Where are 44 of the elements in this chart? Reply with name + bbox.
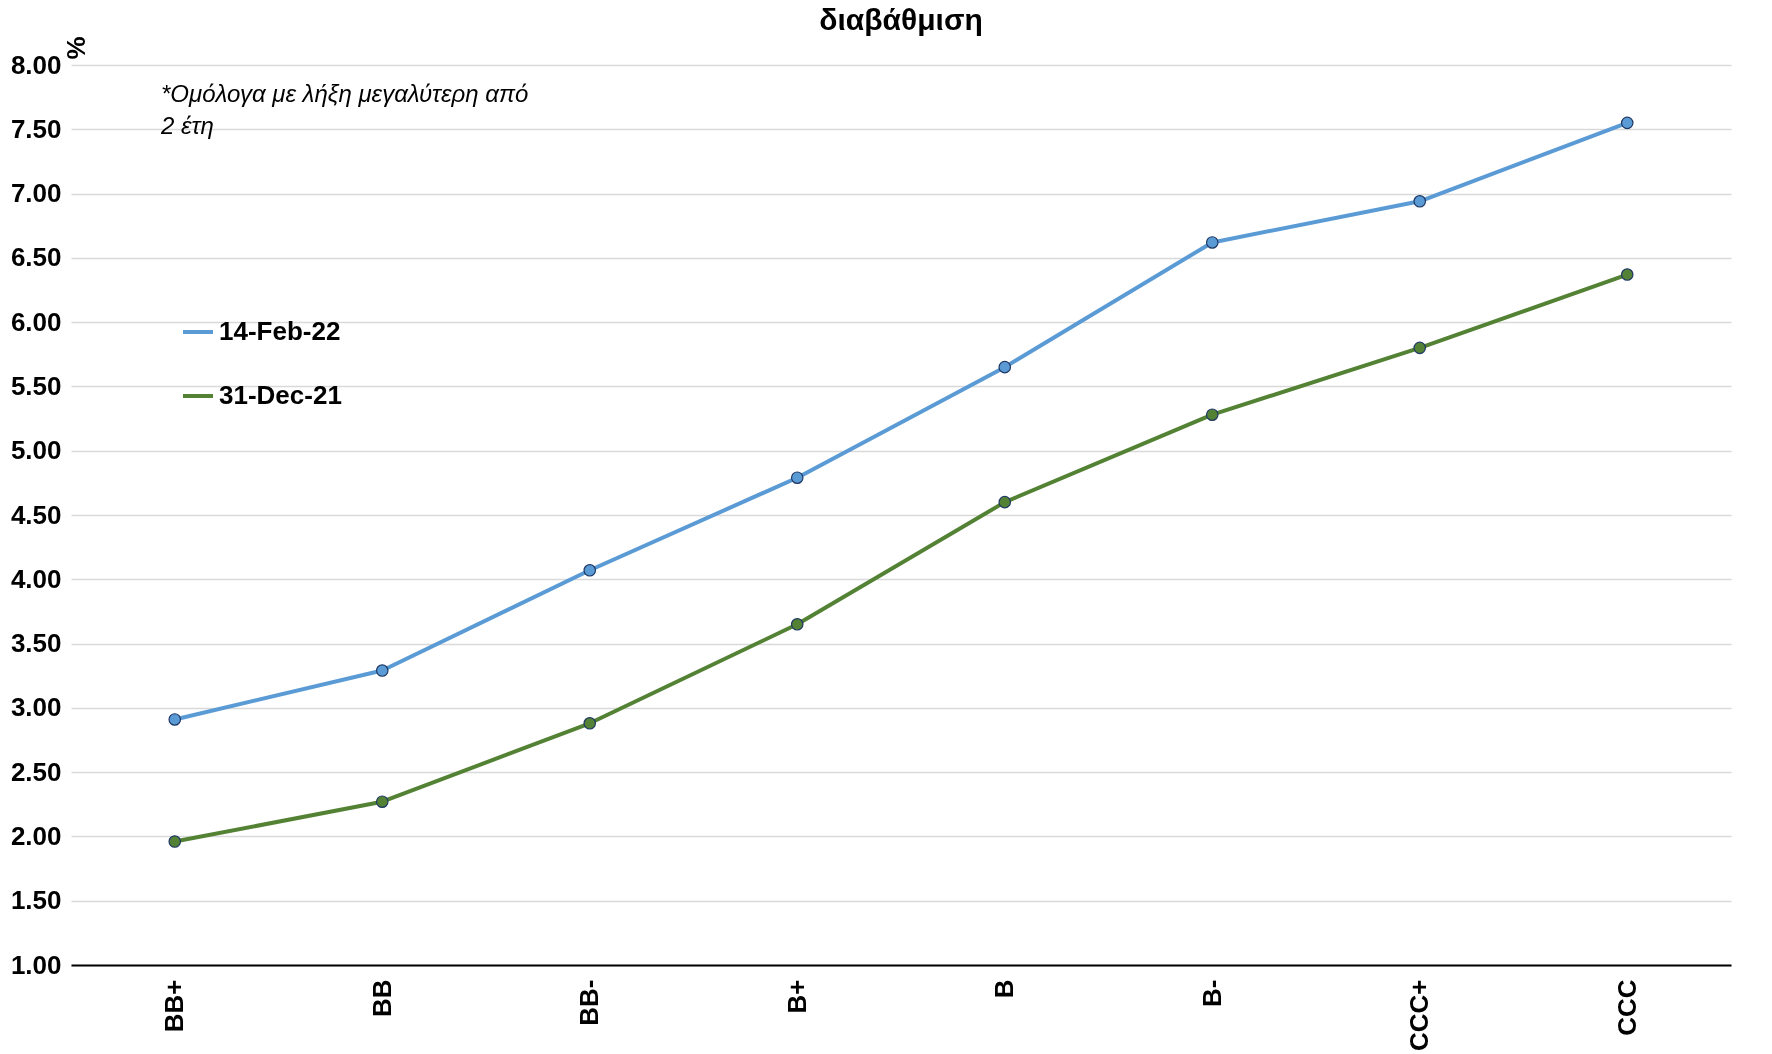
y-tick-label: 6.00 (10, 306, 62, 337)
point (790, 618, 804, 631)
point (583, 564, 597, 577)
x-tick-label: B- (1196, 979, 1227, 1007)
point (583, 717, 597, 730)
y-tick-label: 4.00 (10, 563, 62, 594)
y-tick-label: 8.00 (10, 49, 62, 80)
legend-label: 31-Dec-21 (219, 380, 342, 410)
point (998, 360, 1012, 374)
point (375, 664, 389, 677)
y-tick-label: 6.50 (10, 242, 62, 273)
x-tick-label: BB (366, 979, 397, 1018)
chart-title: διαβάθμιση (819, 2, 983, 36)
y-tick-label: 7.00 (10, 178, 62, 209)
point (998, 495, 1012, 509)
point (168, 835, 182, 848)
annotation: *Ομόλογα με λήξη μεγαλύτερη από 2 έτη (160, 80, 529, 139)
point (1205, 408, 1219, 421)
x-tick-label: CCC (1611, 979, 1642, 1036)
point (1620, 268, 1634, 281)
y-tick-label: 3.00 (10, 692, 62, 723)
y-tick-label: 1.00 (10, 949, 62, 980)
point (168, 713, 182, 726)
y-tick-label: 5.00 (10, 435, 62, 466)
x-tick-label: BB+ (159, 979, 190, 1033)
point (1413, 195, 1427, 208)
x-tick-label: CCC+ (1404, 979, 1435, 1052)
y-tick-label: 4.50 (10, 499, 62, 530)
y-axis-title: % (60, 36, 91, 60)
point (1205, 236, 1219, 249)
y-tick-label: 1.50 (10, 885, 62, 916)
x-tick-label: B (989, 979, 1020, 999)
point (1620, 116, 1634, 130)
y-tick-label: 5.50 (10, 370, 62, 401)
legend-label: 14-Feb-22 (219, 316, 341, 346)
point (1413, 341, 1427, 355)
y-tick-label: 2.50 (10, 756, 62, 787)
y-tick-label: 2.00 (10, 820, 62, 851)
y-tick-label: 3.50 (10, 628, 62, 659)
y-tick-label: 7.50 (10, 113, 62, 144)
point (375, 795, 389, 808)
x-tick-label: B+ (781, 979, 812, 1014)
point (790, 471, 804, 484)
x-tick-label: BB- (574, 979, 605, 1026)
